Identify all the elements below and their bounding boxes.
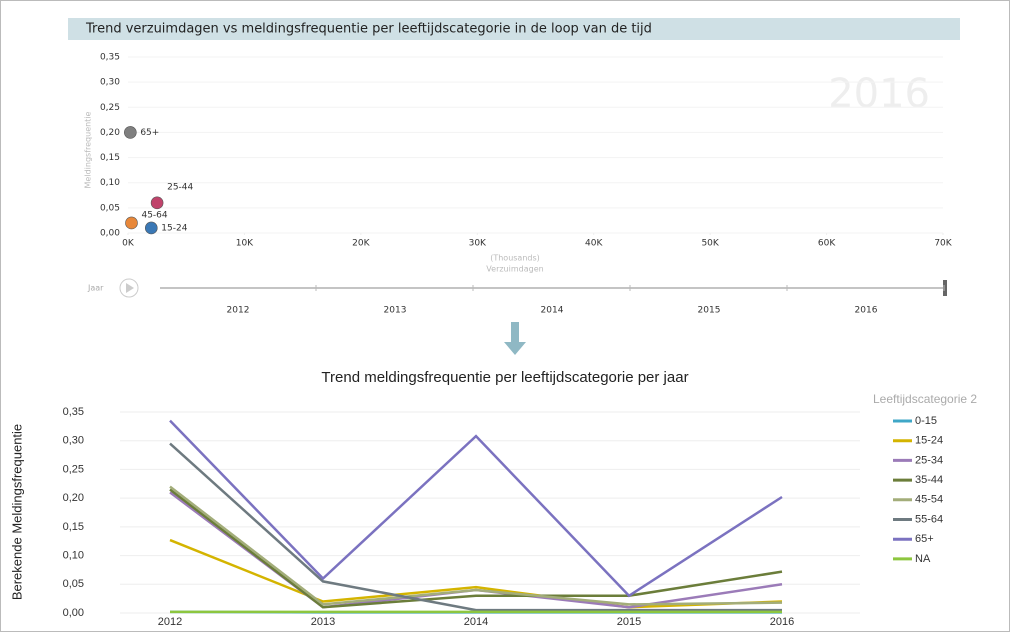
play-axis-label: Jaar: [87, 284, 104, 293]
y-tick-label: 0,15: [100, 153, 120, 163]
point-label: 15-24: [161, 223, 187, 233]
series-line: [169, 488, 783, 609]
x-tick-label: 30K: [469, 239, 487, 249]
series-line: [169, 419, 783, 598]
data-point: [125, 216, 138, 230]
data-point: [144, 221, 158, 235]
y-tick-label: 0,00: [63, 607, 84, 619]
x-tick-label: 2013: [311, 616, 335, 628]
series-line: [169, 485, 783, 606]
legend-label: 0-15: [915, 415, 937, 427]
chart-title: Trend verzuimdagen vs meldingsfrequentie…: [85, 22, 652, 37]
play-year-label: 2014: [541, 306, 564, 316]
x-tick-label: 2015: [617, 616, 641, 628]
legend-label: NA: [915, 553, 931, 565]
play-year-label: 2012: [227, 306, 250, 316]
title-bar: [68, 18, 960, 40]
data-point: [124, 126, 137, 139]
y-tick-label: 0,00: [100, 229, 120, 239]
x-tick-label: 40K: [585, 239, 603, 249]
flow-arrow: [504, 322, 526, 355]
y-tick-label: 0,20: [63, 492, 84, 504]
y-tick-label: 0,10: [63, 549, 84, 561]
series-line: [169, 442, 782, 612]
y-tick-label: 0,15: [63, 521, 84, 533]
legend-label: 45-54: [915, 494, 943, 506]
legend-label: 35-44: [915, 474, 943, 486]
y-axis-title: Meldingsfrequentie: [84, 111, 93, 188]
series-line: [169, 538, 783, 609]
y-tick-label: 0,35: [100, 53, 120, 63]
x-tick-label: 20K: [352, 239, 370, 249]
x-tick-label: 2014: [464, 616, 488, 628]
legend-label: 65+: [915, 533, 934, 545]
legend-label: 15-24: [915, 435, 943, 447]
y-tick-label: 0,05: [100, 203, 120, 213]
point-label: 45-64: [141, 210, 167, 220]
x-tick-label: 2016: [770, 616, 794, 628]
play-year-label: 2016: [855, 306, 878, 316]
y-tick-label: 0,25: [100, 103, 120, 113]
x-tick-label: 70K: [934, 239, 952, 249]
y-tick-label: 0,20: [100, 128, 120, 138]
x-tick-label: 2012: [158, 616, 182, 628]
play-year-label: 2013: [384, 306, 407, 316]
play-year-label: 2015: [698, 306, 721, 316]
legend-title: Leeftijdscategorie 2: [873, 392, 977, 406]
y-tick-label: 0,05: [63, 578, 84, 590]
x-tick-label: 10K: [236, 239, 254, 249]
x-tick-label: 60K: [818, 239, 836, 249]
x-axis-title: Verzuimdagen: [486, 265, 543, 274]
y-tick-label: 0,25: [63, 463, 84, 475]
y-tick-label: 0,30: [100, 78, 120, 88]
legend-label: 55-64: [915, 513, 943, 525]
data-point: [150, 196, 164, 210]
legend-label: 25-34: [915, 454, 943, 466]
x-tick-label: 0K: [122, 239, 135, 249]
y-tick-label: 0,35: [63, 406, 84, 418]
point-label: 65+: [140, 128, 159, 138]
year-watermark: 2016: [828, 71, 930, 117]
y-axis-title: Berekende Meldingsfrequentie: [9, 424, 24, 600]
y-tick-label: 0,10: [100, 178, 120, 188]
play-slider[interactable]: [943, 280, 947, 296]
x-axis-unit: (Thousands): [490, 254, 540, 263]
play-icon: [126, 283, 134, 293]
y-tick-label: 0,30: [63, 435, 84, 447]
chart-title: Trend meldingsfrequentie per leeftijdsca…: [321, 369, 688, 386]
x-tick-label: 50K: [701, 239, 719, 249]
point-label: 25-44: [167, 182, 193, 192]
